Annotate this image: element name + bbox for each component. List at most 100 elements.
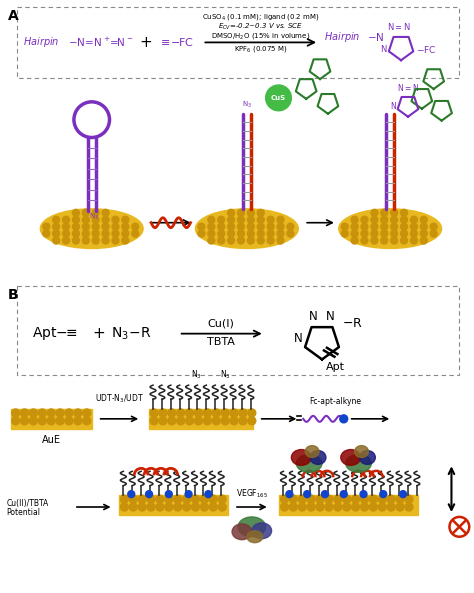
- Text: N: N: [293, 332, 302, 345]
- Circle shape: [53, 230, 60, 237]
- Circle shape: [290, 495, 297, 503]
- Circle shape: [257, 237, 264, 244]
- Circle shape: [221, 417, 229, 425]
- Circle shape: [304, 490, 310, 498]
- Text: Cu(I): Cu(I): [208, 319, 235, 329]
- Circle shape: [177, 417, 184, 425]
- Circle shape: [360, 490, 367, 498]
- Text: DMSO/H$_2$O (15% in volume): DMSO/H$_2$O (15% in volume): [211, 31, 310, 42]
- Circle shape: [12, 409, 19, 417]
- Circle shape: [343, 503, 351, 511]
- Circle shape: [132, 230, 139, 237]
- Circle shape: [237, 223, 245, 230]
- Circle shape: [247, 237, 254, 244]
- Circle shape: [20, 417, 28, 425]
- Circle shape: [257, 230, 264, 237]
- Circle shape: [63, 230, 70, 237]
- Circle shape: [56, 417, 64, 425]
- Circle shape: [82, 209, 89, 216]
- Circle shape: [218, 216, 225, 223]
- Circle shape: [43, 230, 50, 237]
- Circle shape: [120, 503, 128, 511]
- Circle shape: [267, 223, 274, 230]
- Ellipse shape: [195, 209, 298, 248]
- Circle shape: [73, 223, 79, 230]
- Ellipse shape: [40, 209, 143, 248]
- Circle shape: [53, 216, 60, 223]
- Circle shape: [128, 490, 135, 498]
- Circle shape: [82, 216, 89, 223]
- Circle shape: [380, 490, 387, 498]
- Text: $E_{CV}$=-0.2~0.3 V vs. SCE: $E_{CV}$=-0.2~0.3 V vs. SCE: [218, 21, 303, 31]
- Circle shape: [129, 503, 137, 511]
- Circle shape: [191, 503, 200, 511]
- Circle shape: [391, 216, 398, 223]
- Bar: [17, 286, 459, 375]
- Circle shape: [340, 490, 347, 498]
- Ellipse shape: [310, 451, 326, 464]
- Circle shape: [247, 223, 254, 230]
- Circle shape: [371, 223, 378, 230]
- Text: N$=$N: N$=$N: [397, 82, 419, 93]
- Circle shape: [191, 495, 200, 503]
- Circle shape: [102, 216, 109, 223]
- Circle shape: [122, 223, 129, 230]
- Text: UDT-N$_3$/UDT: UDT-N$_3$/UDT: [95, 393, 144, 405]
- Circle shape: [401, 209, 408, 216]
- Circle shape: [371, 216, 378, 223]
- Ellipse shape: [296, 454, 322, 473]
- Circle shape: [112, 230, 119, 237]
- Circle shape: [112, 216, 119, 223]
- Text: Fc-apt-alkyne: Fc-apt-alkyne: [309, 397, 361, 406]
- Text: VEGF$_{165}$: VEGF$_{165}$: [236, 487, 268, 500]
- Circle shape: [132, 223, 139, 230]
- Circle shape: [122, 216, 129, 223]
- Text: N: N: [310, 310, 318, 323]
- Circle shape: [112, 237, 119, 244]
- Circle shape: [351, 216, 358, 223]
- Circle shape: [221, 409, 229, 417]
- Circle shape: [340, 415, 348, 423]
- Text: N$_3$: N$_3$: [242, 100, 252, 110]
- Circle shape: [237, 209, 245, 216]
- Circle shape: [228, 237, 235, 244]
- Text: N$_3\!-\!$R: N$_3\!-\!$R: [111, 326, 152, 342]
- Circle shape: [247, 209, 254, 216]
- Text: $\equiv\!\!-\!\!$FC: $\equiv\!\!-\!\!$FC: [158, 36, 193, 49]
- Circle shape: [325, 503, 333, 511]
- Circle shape: [237, 237, 245, 244]
- Circle shape: [186, 409, 193, 417]
- Circle shape: [378, 495, 386, 503]
- Circle shape: [120, 495, 128, 503]
- Circle shape: [430, 223, 437, 230]
- Circle shape: [410, 230, 418, 237]
- Circle shape: [239, 409, 247, 417]
- Circle shape: [257, 223, 264, 230]
- Circle shape: [298, 495, 306, 503]
- Circle shape: [257, 216, 264, 223]
- Text: KPF$_6$ (0.075 M): KPF$_6$ (0.075 M): [234, 44, 288, 55]
- Text: $-$N$\!=\!$N$^+\!\!=\!\!$N$^-$: $-$N$\!=\!$N$^+\!\!=\!\!$N$^-$: [68, 36, 134, 49]
- Circle shape: [165, 495, 173, 503]
- Circle shape: [307, 495, 315, 503]
- Circle shape: [247, 216, 254, 223]
- Circle shape: [186, 417, 193, 425]
- Bar: [17, 7, 459, 78]
- Circle shape: [53, 237, 60, 244]
- Circle shape: [47, 409, 55, 417]
- Text: A: A: [8, 9, 18, 23]
- Circle shape: [83, 417, 91, 425]
- Text: N: N: [380, 45, 386, 54]
- Circle shape: [138, 503, 146, 511]
- Circle shape: [410, 223, 418, 230]
- Circle shape: [92, 237, 99, 244]
- Circle shape: [387, 503, 395, 511]
- Circle shape: [361, 237, 368, 244]
- Ellipse shape: [341, 449, 361, 466]
- Circle shape: [381, 216, 388, 223]
- Circle shape: [410, 237, 418, 244]
- Ellipse shape: [355, 445, 368, 457]
- Circle shape: [401, 216, 408, 223]
- Circle shape: [351, 230, 358, 237]
- Text: N$_3$: N$_3$: [220, 369, 230, 381]
